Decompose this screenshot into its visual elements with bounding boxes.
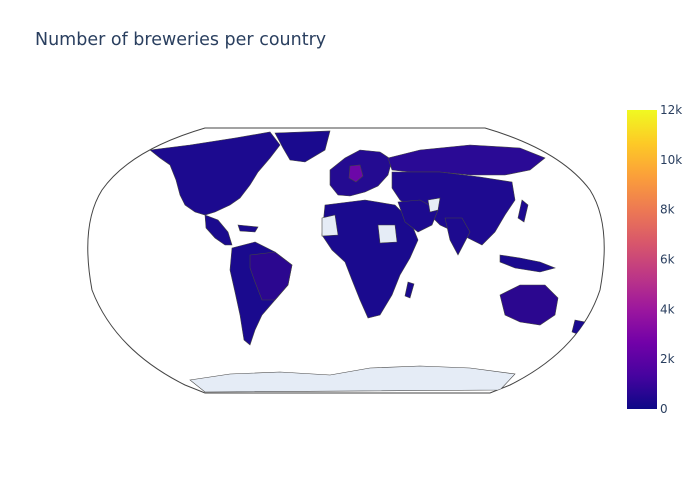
north-america-region [149, 131, 281, 216]
madagascar-region [404, 281, 415, 299]
yemen-nodata [427, 197, 441, 213]
russia-region [387, 144, 546, 176]
colorbar-tick-label: 10k [660, 153, 682, 167]
colorbar-fill [627, 110, 657, 409]
sudan-nodata [377, 224, 398, 244]
brazil-region [249, 251, 293, 301]
colorbar-tick-label: 8k [660, 203, 675, 217]
southeast-asia-region [499, 254, 556, 273]
colorbar-tick-label: 6k [660, 253, 675, 267]
colorbar-tick-label: 12k [660, 103, 682, 117]
colorbar: 0 2k 4k 6k 8k 10k 12k [627, 103, 682, 416]
arabia-region [397, 199, 439, 233]
chart-title: Number of breweries per country [35, 30, 327, 50]
colorbar-tick-label: 0 [660, 402, 668, 416]
japan-region [517, 199, 529, 223]
colorbar-tick-label: 2k [660, 352, 675, 366]
colorbar-ticks: 0 2k 4k 6k 8k 10k 12k [660, 103, 682, 416]
antarctica-nodata [189, 365, 516, 393]
germany-region [348, 164, 364, 183]
caribbean-region [237, 224, 259, 233]
central-america-region [204, 214, 233, 246]
india-region [444, 217, 471, 256]
greenland-region [274, 130, 331, 163]
australia-region [499, 284, 559, 326]
western-sahara-nodata [321, 214, 339, 237]
colorbar-tick-label: 4k [660, 302, 675, 316]
